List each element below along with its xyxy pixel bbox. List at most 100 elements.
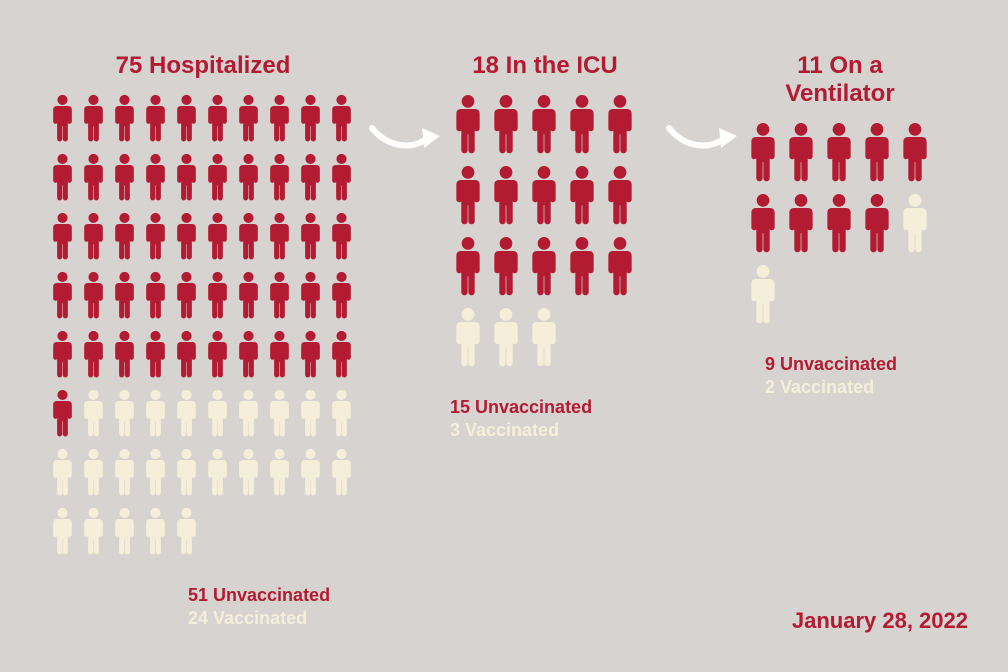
- person-vaccinated-icon: [234, 448, 263, 501]
- person-unvaccinated-icon: [265, 330, 294, 383]
- person-unvaccinated-icon: [48, 271, 77, 324]
- person-vaccinated-icon: [172, 389, 201, 442]
- ventilator-legend-unvaccinated: 9 Unvaccinated: [765, 353, 935, 376]
- person-unvaccinated-icon: [783, 193, 819, 258]
- hospitalized-legend-unvaccinated: 51 Unvaccinated: [188, 584, 358, 607]
- pictogram-row: [48, 330, 358, 383]
- person-unvaccinated-icon: [203, 153, 232, 206]
- person-unvaccinated-icon: [526, 236, 562, 301]
- person-unvaccinated-icon: [783, 122, 819, 187]
- pictogram-row: [745, 264, 935, 329]
- person-unvaccinated-icon: [526, 165, 562, 230]
- ventilator-title: 11 On a Ventilator: [745, 52, 935, 108]
- person-unvaccinated-icon: [79, 271, 108, 324]
- person-unvaccinated-icon: [203, 271, 232, 324]
- person-unvaccinated-icon: [488, 165, 524, 230]
- person-unvaccinated-icon: [602, 94, 638, 159]
- section-ventilator: 11 On a Ventilator 9 Unvaccinated2 Vacci…: [745, 52, 935, 400]
- person-unvaccinated-icon: [296, 153, 325, 206]
- person-unvaccinated-icon: [110, 271, 139, 324]
- section-icu: 18 In the ICU: [450, 52, 640, 443]
- person-unvaccinated-icon: [141, 330, 170, 383]
- person-unvaccinated-icon: [48, 212, 77, 265]
- person-unvaccinated-icon: [897, 122, 933, 187]
- person-unvaccinated-icon: [265, 212, 294, 265]
- section-hospitalized: 75 Hospitalized: [48, 52, 358, 631]
- person-vaccinated-icon: [79, 507, 108, 560]
- person-unvaccinated-icon: [79, 153, 108, 206]
- person-unvaccinated-icon: [327, 271, 356, 324]
- pictogram-row: [48, 94, 358, 147]
- pictogram-row: [745, 193, 935, 258]
- person-vaccinated-icon: [48, 448, 77, 501]
- person-unvaccinated-icon: [203, 330, 232, 383]
- pictogram-row: [48, 212, 358, 265]
- person-vaccinated-icon: [110, 389, 139, 442]
- person-vaccinated-icon: [296, 448, 325, 501]
- person-unvaccinated-icon: [327, 153, 356, 206]
- pictogram-row: [450, 307, 640, 372]
- person-unvaccinated-icon: [821, 193, 857, 258]
- person-unvaccinated-icon: [79, 212, 108, 265]
- person-vaccinated-icon: [79, 389, 108, 442]
- person-unvaccinated-icon: [79, 330, 108, 383]
- person-vaccinated-icon: [110, 448, 139, 501]
- hospitalized-legend: 51 Unvaccinated24 Vaccinated: [188, 584, 358, 631]
- person-unvaccinated-icon: [48, 94, 77, 147]
- person-unvaccinated-icon: [172, 94, 201, 147]
- person-unvaccinated-icon: [234, 94, 263, 147]
- person-unvaccinated-icon: [327, 330, 356, 383]
- person-unvaccinated-icon: [172, 212, 201, 265]
- person-unvaccinated-icon: [141, 153, 170, 206]
- person-unvaccinated-icon: [48, 389, 77, 442]
- person-unvaccinated-icon: [859, 193, 895, 258]
- person-unvaccinated-icon: [296, 94, 325, 147]
- pictogram-row: [48, 448, 358, 501]
- person-unvaccinated-icon: [141, 212, 170, 265]
- person-unvaccinated-icon: [745, 122, 781, 187]
- person-unvaccinated-icon: [203, 94, 232, 147]
- hospitalized-legend-vaccinated: 24 Vaccinated: [188, 607, 358, 630]
- person-unvaccinated-icon: [488, 236, 524, 301]
- pictogram-row: [450, 94, 640, 159]
- person-vaccinated-icon: [745, 264, 781, 329]
- person-vaccinated-icon: [265, 389, 294, 442]
- person-vaccinated-icon: [141, 389, 170, 442]
- icu-legend-unvaccinated: 15 Unvaccinated: [450, 396, 640, 419]
- pictogram-row: [450, 165, 640, 230]
- person-vaccinated-icon: [141, 507, 170, 560]
- pictogram-row: [48, 389, 358, 442]
- icu-legend: 15 Unvaccinated3 Vaccinated: [450, 396, 640, 443]
- person-vaccinated-icon: [172, 448, 201, 501]
- person-vaccinated-icon: [296, 389, 325, 442]
- person-vaccinated-icon: [897, 193, 933, 258]
- person-vaccinated-icon: [234, 389, 263, 442]
- person-vaccinated-icon: [110, 507, 139, 560]
- pictogram-row: [450, 236, 640, 301]
- hospitalized-title: 75 Hospitalized: [48, 52, 358, 80]
- person-unvaccinated-icon: [141, 94, 170, 147]
- person-unvaccinated-icon: [110, 330, 139, 383]
- person-vaccinated-icon: [48, 507, 77, 560]
- person-vaccinated-icon: [450, 307, 486, 372]
- person-unvaccinated-icon: [48, 330, 77, 383]
- person-vaccinated-icon: [265, 448, 294, 501]
- person-unvaccinated-icon: [564, 236, 600, 301]
- person-unvaccinated-icon: [234, 330, 263, 383]
- person-unvaccinated-icon: [265, 153, 294, 206]
- person-vaccinated-icon: [327, 448, 356, 501]
- person-unvaccinated-icon: [265, 271, 294, 324]
- person-unvaccinated-icon: [564, 165, 600, 230]
- person-unvaccinated-icon: [296, 212, 325, 265]
- ventilator-legend-vaccinated: 2 Vaccinated: [765, 376, 935, 399]
- person-vaccinated-icon: [141, 448, 170, 501]
- person-unvaccinated-icon: [234, 153, 263, 206]
- person-vaccinated-icon: [327, 389, 356, 442]
- person-unvaccinated-icon: [110, 94, 139, 147]
- pictogram-row: [48, 271, 358, 324]
- person-unvaccinated-icon: [110, 153, 139, 206]
- pictogram-row: [48, 507, 358, 560]
- person-unvaccinated-icon: [602, 236, 638, 301]
- person-unvaccinated-icon: [110, 212, 139, 265]
- person-vaccinated-icon: [203, 389, 232, 442]
